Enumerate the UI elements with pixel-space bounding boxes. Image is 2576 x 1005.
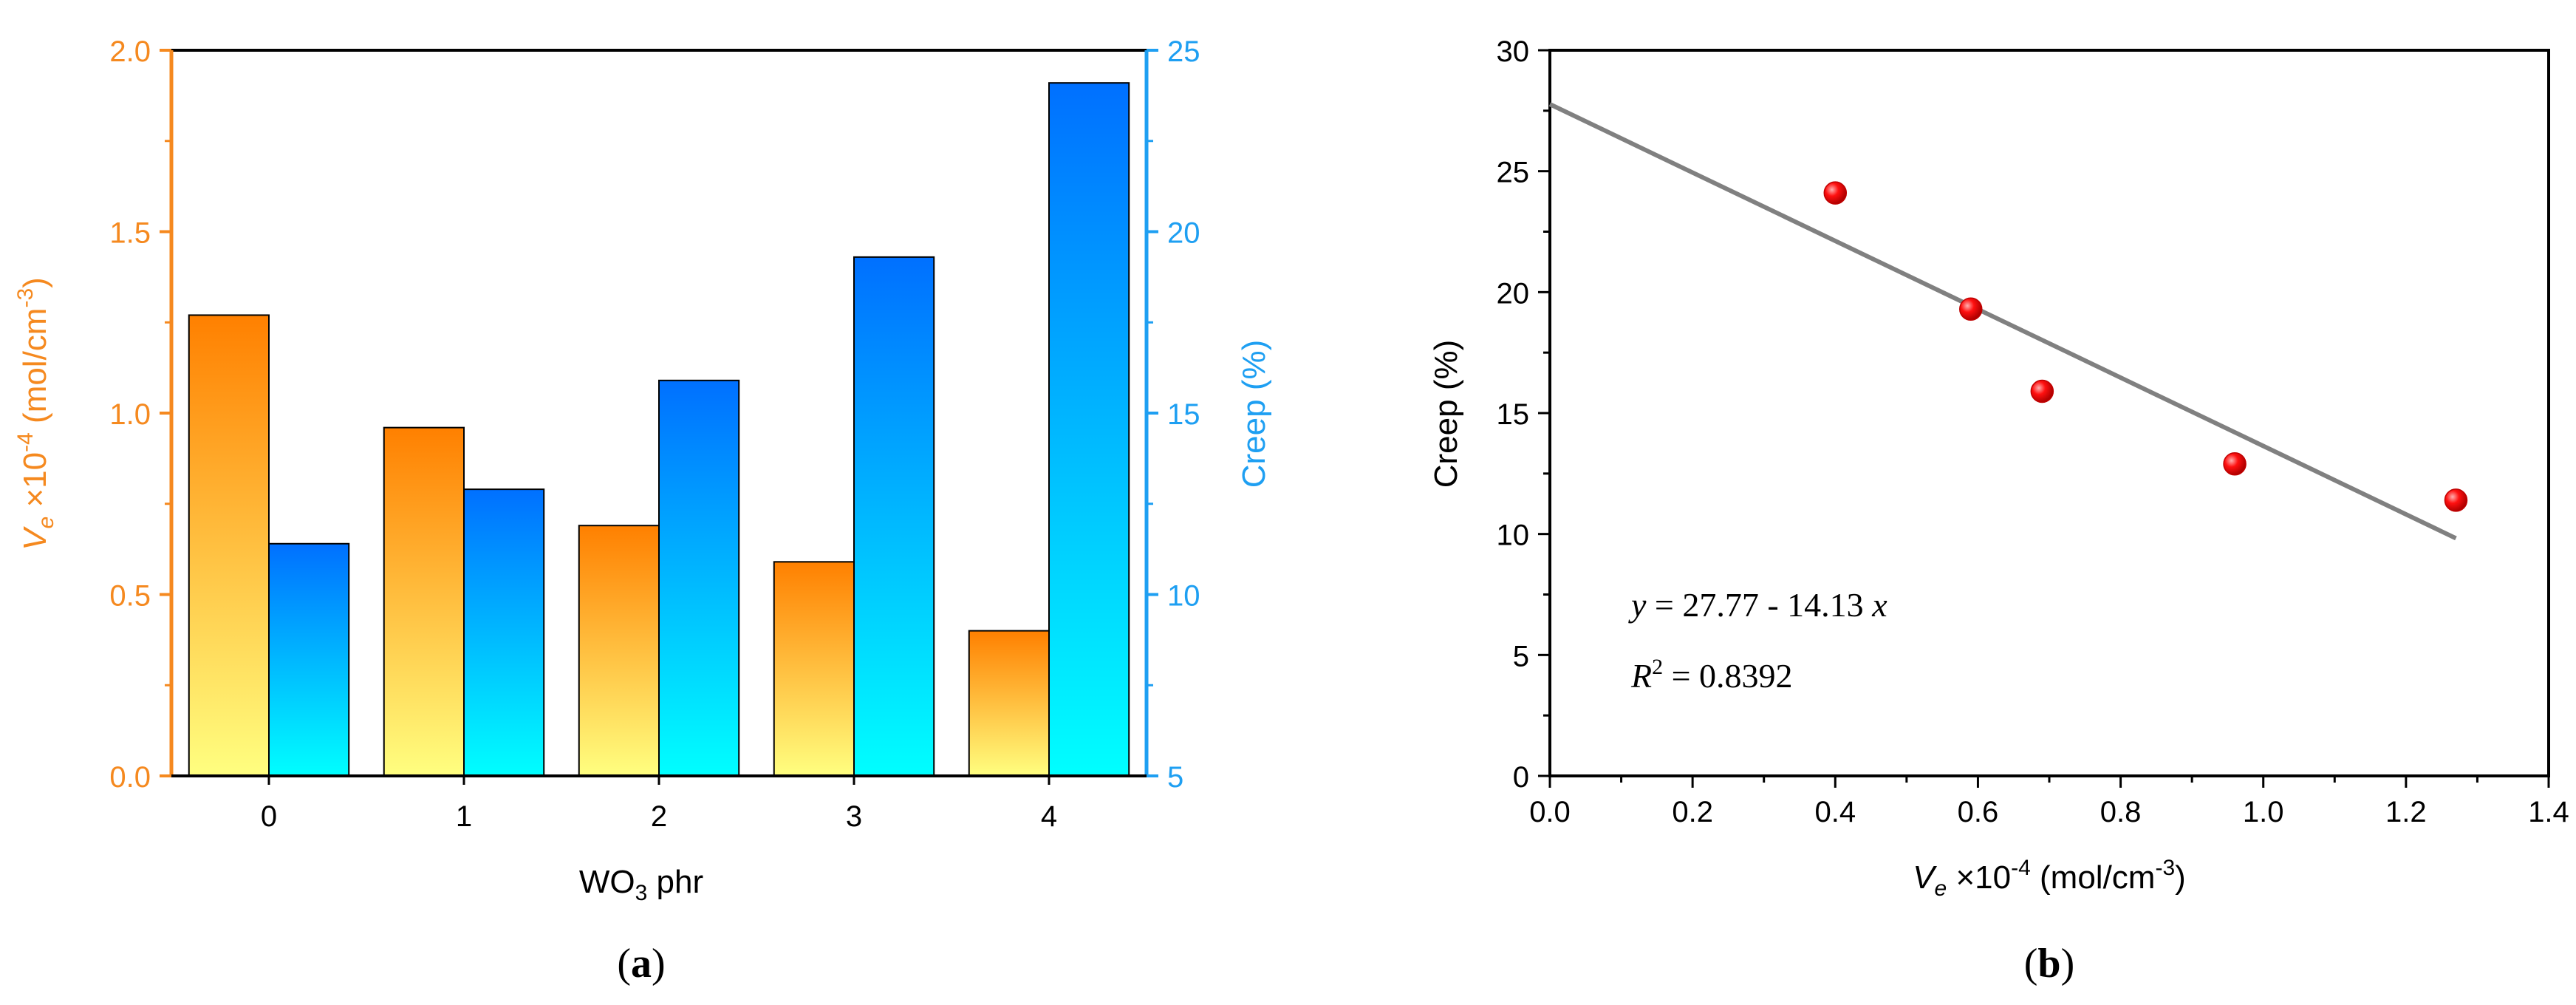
creep-bar-1: [463, 488, 545, 777]
creep-bar-0: [268, 542, 350, 777]
x-tick-label: 1.2: [2385, 796, 2427, 828]
ve-bar-0: [188, 314, 270, 777]
y-tick-label: 20: [1497, 277, 1530, 310]
panel-b-y-ticks: 0 5 10 15 20 25 30: [1497, 35, 1550, 794]
data-point: [1823, 181, 1848, 205]
right-tick-label: 5: [1167, 761, 1183, 794]
panel-b-ylabel: Creep (%): [1428, 340, 1464, 488]
panel-b-r-squared: R2 = 0.8392: [1630, 655, 1793, 695]
creep-bar-2: [658, 379, 740, 777]
y-tick-label: 0: [1513, 761, 1529, 794]
left-tick-label: 1.5: [109, 217, 151, 250]
panel-a-right-ylabel: Creep (%): [1236, 340, 1272, 488]
panel-a-label: (a): [617, 941, 665, 987]
right-tick-label: 15: [1167, 398, 1200, 431]
x-tick-label: 4: [1041, 800, 1057, 833]
panel-b-fit-line: [1548, 102, 2457, 541]
panel-b-xlabel: Ve ×10-4 (mol/cm-3): [1913, 856, 2186, 901]
left-tick-label: 0.5: [109, 580, 151, 613]
data-point: [2223, 452, 2247, 476]
x-tick-label: 1.4: [2528, 796, 2569, 828]
x-tick-label: 0.6: [1958, 796, 1999, 828]
x-tick-label: 0: [261, 800, 277, 833]
data-point: [1959, 297, 1983, 321]
x-tick-label: 1.0: [2243, 796, 2284, 828]
y-tick-label: 15: [1497, 398, 1530, 431]
left-tick-label: 1.0: [109, 398, 151, 431]
y-tick-label: 5: [1513, 640, 1529, 672]
left-tick-label: 2.0: [109, 35, 151, 68]
creep-bar-3: [853, 256, 935, 777]
x-tick-label: 0.8: [2100, 796, 2142, 828]
y-tick-label: 10: [1497, 519, 1530, 552]
ve-bar-1: [383, 426, 465, 777]
x-tick-label: 1: [456, 800, 472, 833]
linear-fit-line: [1548, 102, 2457, 541]
x-tick-label: 3: [846, 800, 862, 833]
creep-bar-4: [1048, 82, 1130, 777]
right-tick-label: 20: [1167, 217, 1200, 250]
x-tick-label: 0.0: [1529, 796, 1571, 828]
data-point: [2030, 379, 2054, 403]
data-point: [2444, 488, 2468, 512]
x-tick-label: 2: [651, 800, 667, 833]
y-tick-label: 25: [1497, 157, 1530, 189]
panel-a-left-ylabel: Ve ×10-4 (mol/cm-3): [13, 277, 58, 551]
panel-b-label: (b): [2024, 941, 2074, 987]
panel-a-x-ticks: 0 1 2 3 4: [261, 776, 1057, 833]
x-tick-label: 0.4: [1814, 796, 1856, 828]
panel-b-points: [1823, 181, 2468, 512]
y-tick-label: 30: [1497, 35, 1530, 68]
right-tick-label: 25: [1167, 35, 1200, 68]
panel-b-scatter-chart: 0.0 0.2 0.4 0.6 0.8 1.0 1.2 1.4 0 5 10 15 20 25 30 y …: [1428, 35, 2569, 987]
left-tick-label: 0.0: [109, 761, 151, 794]
right-tick-label: 10: [1167, 580, 1200, 613]
panel-b-x-ticks: 0.0 0.2 0.4 0.6 0.8 1.0 1.2 1.4: [1529, 776, 2569, 828]
panel-a-bars: [188, 82, 1130, 777]
panel-a-right-ticks: 5 10 15 20 25: [1147, 35, 1200, 794]
ve-bar-2: [578, 525, 660, 777]
panel-a-xlabel: WO3 phr: [579, 864, 703, 905]
ve-bar-3: [773, 561, 855, 777]
panel-a-bar-chart: 0.0 0.5 1.0 1.5 2.0 5 10 15 20 25 0 1 2 3 4 Ve ×10-4…: [13, 35, 1272, 987]
panel-b-equation: y = 27.77 - 14.13 x: [1628, 586, 1887, 624]
ve-bar-4: [968, 630, 1050, 777]
x-tick-label: 0.2: [1672, 796, 1713, 828]
panel-a-left-ticks: 0.0 0.5 1.0 1.5 2.0: [109, 35, 171, 794]
